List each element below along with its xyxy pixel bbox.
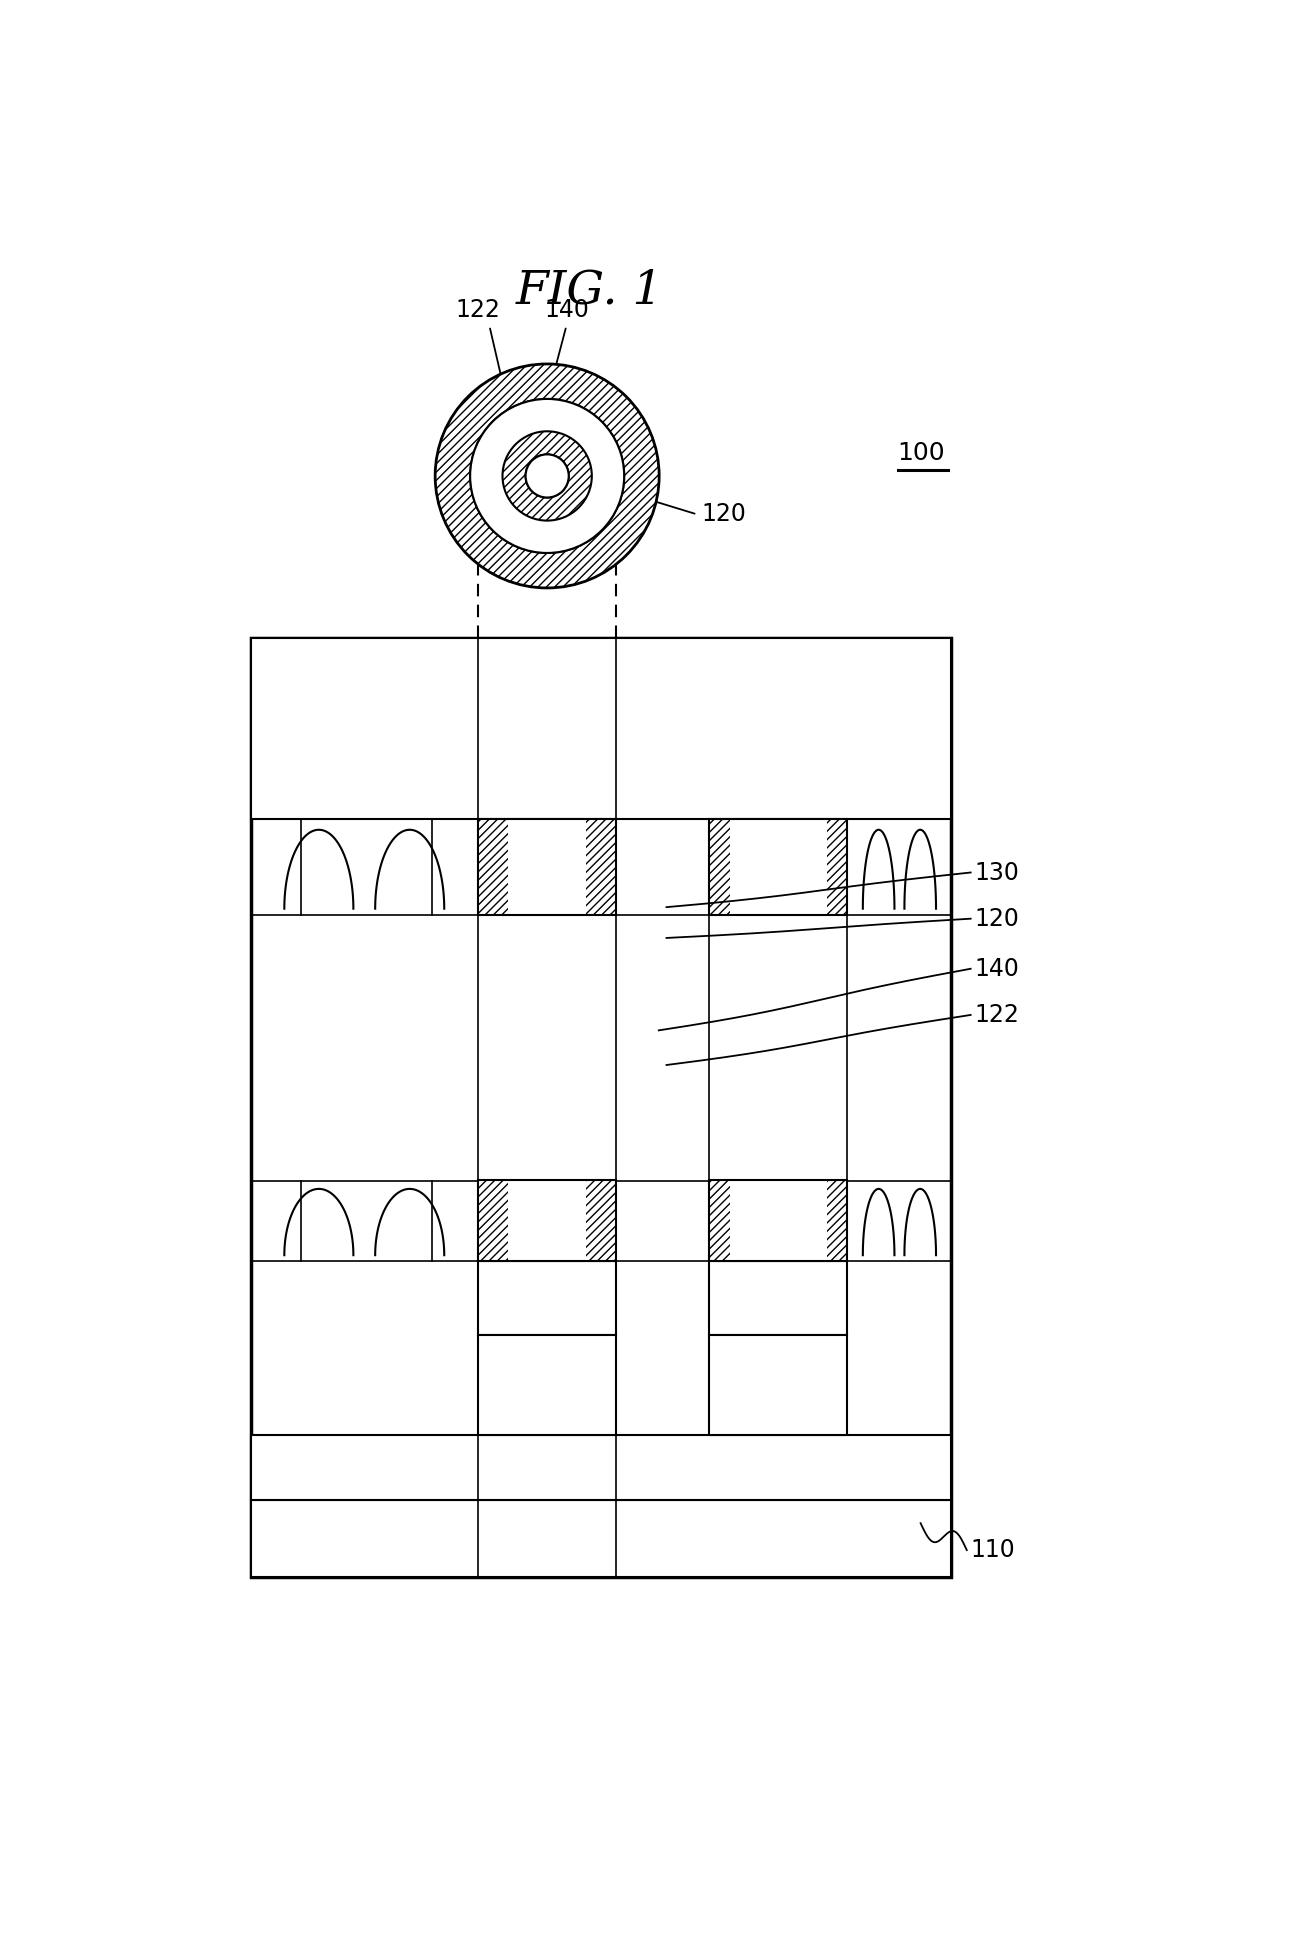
Text: FIG. 1: FIG. 1	[516, 268, 663, 313]
Text: 100: 100	[897, 442, 945, 465]
Circle shape	[470, 399, 624, 552]
Bar	[586, 1181, 616, 1262]
Circle shape	[435, 364, 659, 587]
Text: p+: p+	[760, 1286, 796, 1309]
Bar	[729, 819, 827, 914]
Bar	[251, 638, 952, 819]
Circle shape	[526, 455, 569, 498]
Wedge shape	[503, 432, 592, 521]
Text: 122: 122	[974, 1004, 1019, 1027]
Bar	[827, 1181, 848, 1262]
Text: 120: 120	[702, 502, 746, 527]
Bar	[708, 1262, 848, 1334]
Text: n+: n+	[760, 1373, 796, 1397]
Bar	[708, 1334, 848, 1435]
Text: p+: p+	[530, 1286, 565, 1309]
Bar	[708, 1181, 848, 1262]
Bar	[478, 1181, 616, 1262]
Wedge shape	[435, 364, 659, 587]
Bar	[478, 819, 616, 914]
Text: n+: n+	[530, 1373, 565, 1397]
Bar	[251, 1435, 952, 1500]
Bar	[708, 1181, 729, 1262]
Text: 140: 140	[974, 957, 1019, 980]
Bar	[708, 819, 729, 914]
Bar	[508, 1181, 586, 1262]
Bar	[708, 819, 848, 914]
Bar	[729, 1181, 827, 1262]
Text: 120: 120	[974, 906, 1019, 932]
Bar	[827, 819, 848, 914]
Bar	[586, 819, 616, 914]
Bar	[508, 819, 586, 914]
Bar	[251, 638, 952, 1577]
Text: 130: 130	[974, 860, 1019, 885]
Bar	[478, 1262, 616, 1334]
Bar	[478, 819, 508, 914]
Text: 110: 110	[971, 1538, 1016, 1562]
Text: 140: 140	[544, 298, 589, 323]
Bar	[478, 1181, 508, 1262]
Text: 122: 122	[456, 298, 500, 323]
Bar	[251, 1500, 952, 1577]
Bar	[478, 1334, 616, 1435]
